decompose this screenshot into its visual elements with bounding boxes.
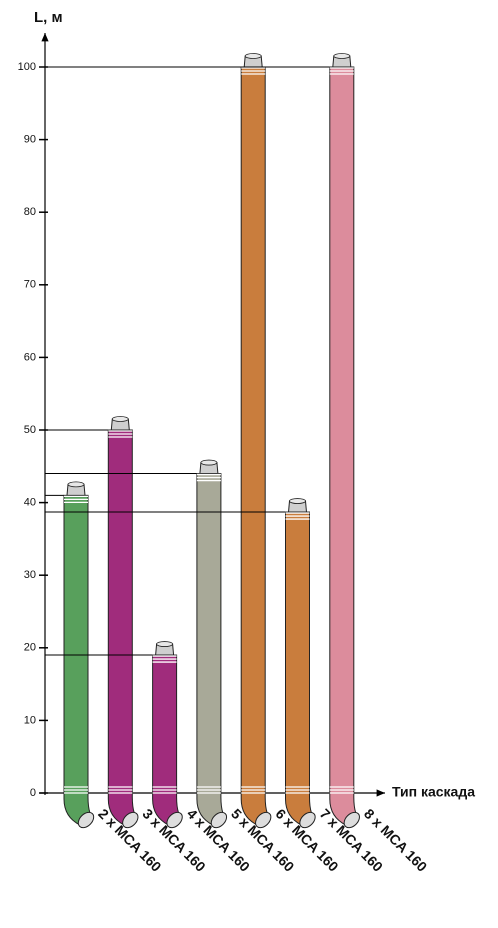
pipe-cap-top bbox=[289, 498, 306, 504]
bar bbox=[152, 654, 178, 794]
pipe-outlet bbox=[122, 811, 139, 829]
y-tick-label: 80 bbox=[24, 206, 36, 218]
bar bbox=[240, 66, 266, 794]
pipe-outlet bbox=[77, 811, 95, 829]
bar bbox=[63, 494, 89, 794]
pipe-outlet bbox=[299, 811, 316, 829]
pipe bbox=[196, 459, 228, 829]
pipe bbox=[63, 481, 95, 829]
y-tick-label: 100 bbox=[18, 61, 36, 73]
pipe-cap-top bbox=[333, 53, 351, 59]
pipe-outlet bbox=[210, 811, 228, 829]
pipe bbox=[329, 53, 360, 829]
pipe-cap-top bbox=[156, 641, 174, 647]
pipe-outlet bbox=[343, 811, 360, 829]
bar bbox=[196, 473, 222, 794]
pipe-cap-top bbox=[67, 481, 85, 488]
pipe bbox=[240, 53, 272, 829]
y-tick-label: 70 bbox=[24, 279, 36, 291]
pipe-cap-top bbox=[200, 459, 218, 466]
y-tick-label: 0 bbox=[30, 787, 36, 799]
y-tick-label: 90 bbox=[24, 134, 36, 146]
pipe bbox=[107, 416, 139, 829]
pipe-cap-top bbox=[244, 53, 262, 59]
y-tick-label: 30 bbox=[24, 569, 36, 581]
y-tick-label: 10 bbox=[24, 714, 36, 726]
y-tick-label: 50 bbox=[24, 424, 36, 436]
pipe bbox=[285, 498, 316, 829]
y-tick-label: 40 bbox=[24, 497, 36, 509]
y-axis-label: L, м bbox=[34, 9, 63, 26]
y-tick-label: 20 bbox=[24, 642, 36, 654]
pipe-outlet bbox=[255, 811, 272, 829]
bar bbox=[285, 511, 310, 794]
pipe-outlet bbox=[166, 811, 183, 829]
pipe bbox=[152, 641, 183, 829]
bar bbox=[107, 429, 133, 794]
y-tick-label: 60 bbox=[24, 351, 36, 363]
pipe-cap-top bbox=[111, 416, 129, 422]
bar bbox=[329, 66, 355, 794]
x-axis-label: Тип каскада bbox=[392, 784, 475, 800]
